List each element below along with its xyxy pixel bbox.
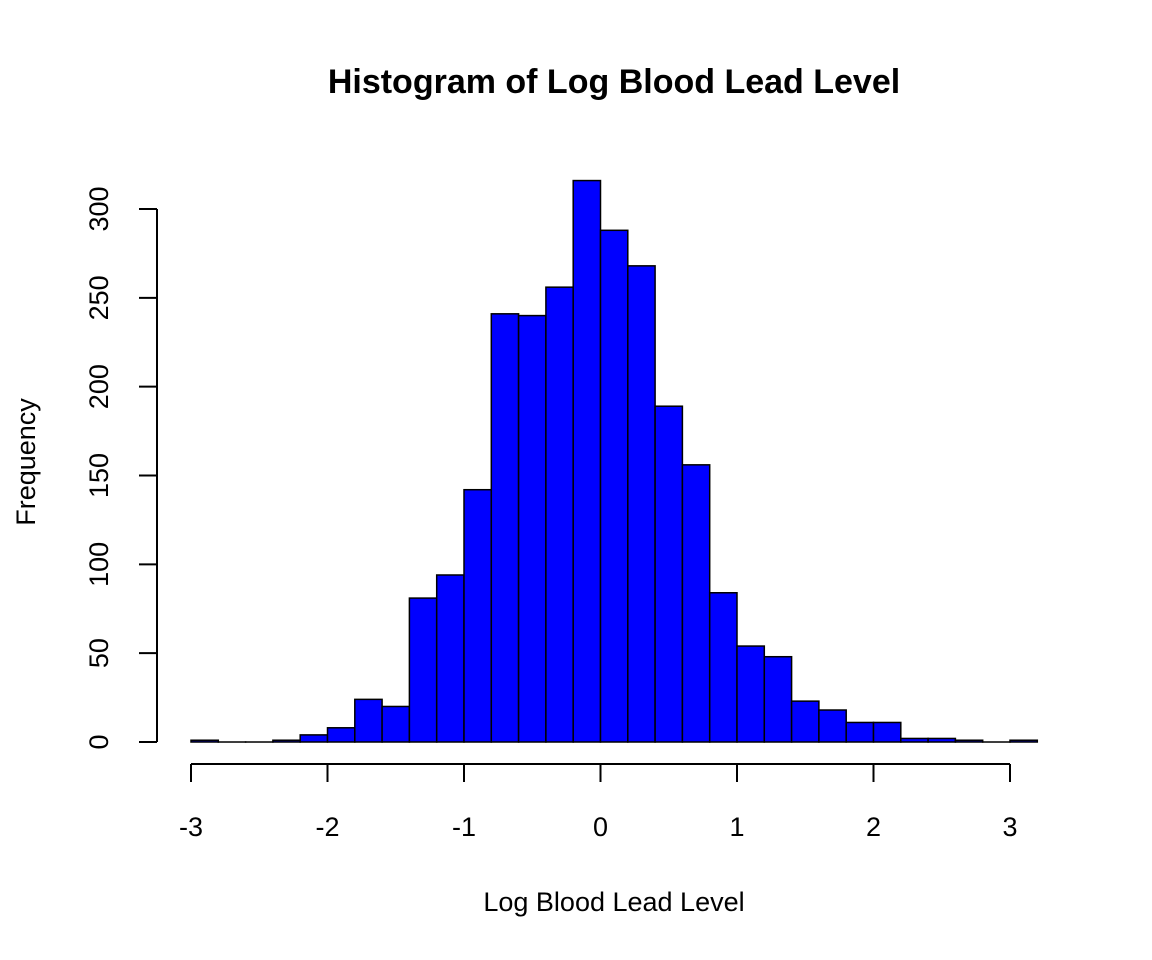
histogram-bar bbox=[736, 645, 766, 743]
y-tick-label: 300 bbox=[84, 186, 114, 231]
histogram-bar bbox=[708, 592, 738, 743]
y-axis: 0 50 100 150 200 250 300 bbox=[84, 186, 158, 750]
histogram-bar bbox=[681, 464, 711, 743]
histogram-bar bbox=[545, 286, 574, 743]
histogram-bar bbox=[299, 734, 329, 743]
histogram-bar bbox=[381, 705, 411, 743]
y-tick-label: 50 bbox=[84, 638, 114, 668]
x-tick-label: -2 bbox=[315, 812, 339, 842]
histogram-bar bbox=[463, 488, 493, 743]
y-tick-label: 0 bbox=[84, 734, 114, 749]
y-tick-label: 200 bbox=[84, 364, 114, 409]
histogram-bar bbox=[354, 698, 383, 743]
y-tick-label: 150 bbox=[84, 453, 114, 498]
histogram-bar bbox=[818, 709, 847, 743]
histogram-bar bbox=[1009, 739, 1039, 743]
histogram-bar bbox=[763, 655, 793, 743]
y-tick-label: 250 bbox=[84, 275, 114, 320]
histogram-bar bbox=[435, 574, 465, 743]
x-tick-label: 2 bbox=[866, 812, 881, 842]
histogram-bar bbox=[627, 265, 656, 743]
histogram-bar bbox=[572, 179, 602, 743]
x-tick-label: 1 bbox=[729, 812, 744, 842]
histogram-bar bbox=[654, 405, 684, 743]
histogram-bar bbox=[790, 700, 820, 743]
histogram-bar bbox=[272, 739, 301, 743]
histogram-bar bbox=[599, 229, 629, 743]
histogram-bar bbox=[845, 721, 875, 743]
histogram-bar bbox=[490, 313, 520, 743]
x-tick-label: -3 bbox=[179, 812, 203, 842]
histogram-bar bbox=[927, 737, 957, 743]
chart-title: Histogram of Log Blood Lead Level bbox=[328, 63, 900, 101]
y-axis-label: Frequency bbox=[11, 398, 41, 526]
histogram-bar bbox=[517, 314, 547, 743]
histogram-bar bbox=[900, 737, 929, 743]
histogram-bar bbox=[954, 739, 984, 743]
x-tick-label: 3 bbox=[1002, 812, 1017, 842]
histogram-bar bbox=[872, 721, 902, 743]
histogram-bars bbox=[190, 179, 1039, 743]
x-tick-label: -1 bbox=[452, 812, 476, 842]
x-tick-label: 0 bbox=[593, 812, 608, 842]
histogram-bar bbox=[326, 727, 356, 743]
histogram-bar bbox=[408, 597, 438, 743]
histogram-bar bbox=[190, 739, 220, 743]
y-tick-label: 100 bbox=[84, 542, 114, 587]
x-axis: -3 -2 -1 0 1 2 3 bbox=[179, 763, 1018, 842]
x-axis-label: Log Blood Lead Level bbox=[483, 887, 744, 917]
